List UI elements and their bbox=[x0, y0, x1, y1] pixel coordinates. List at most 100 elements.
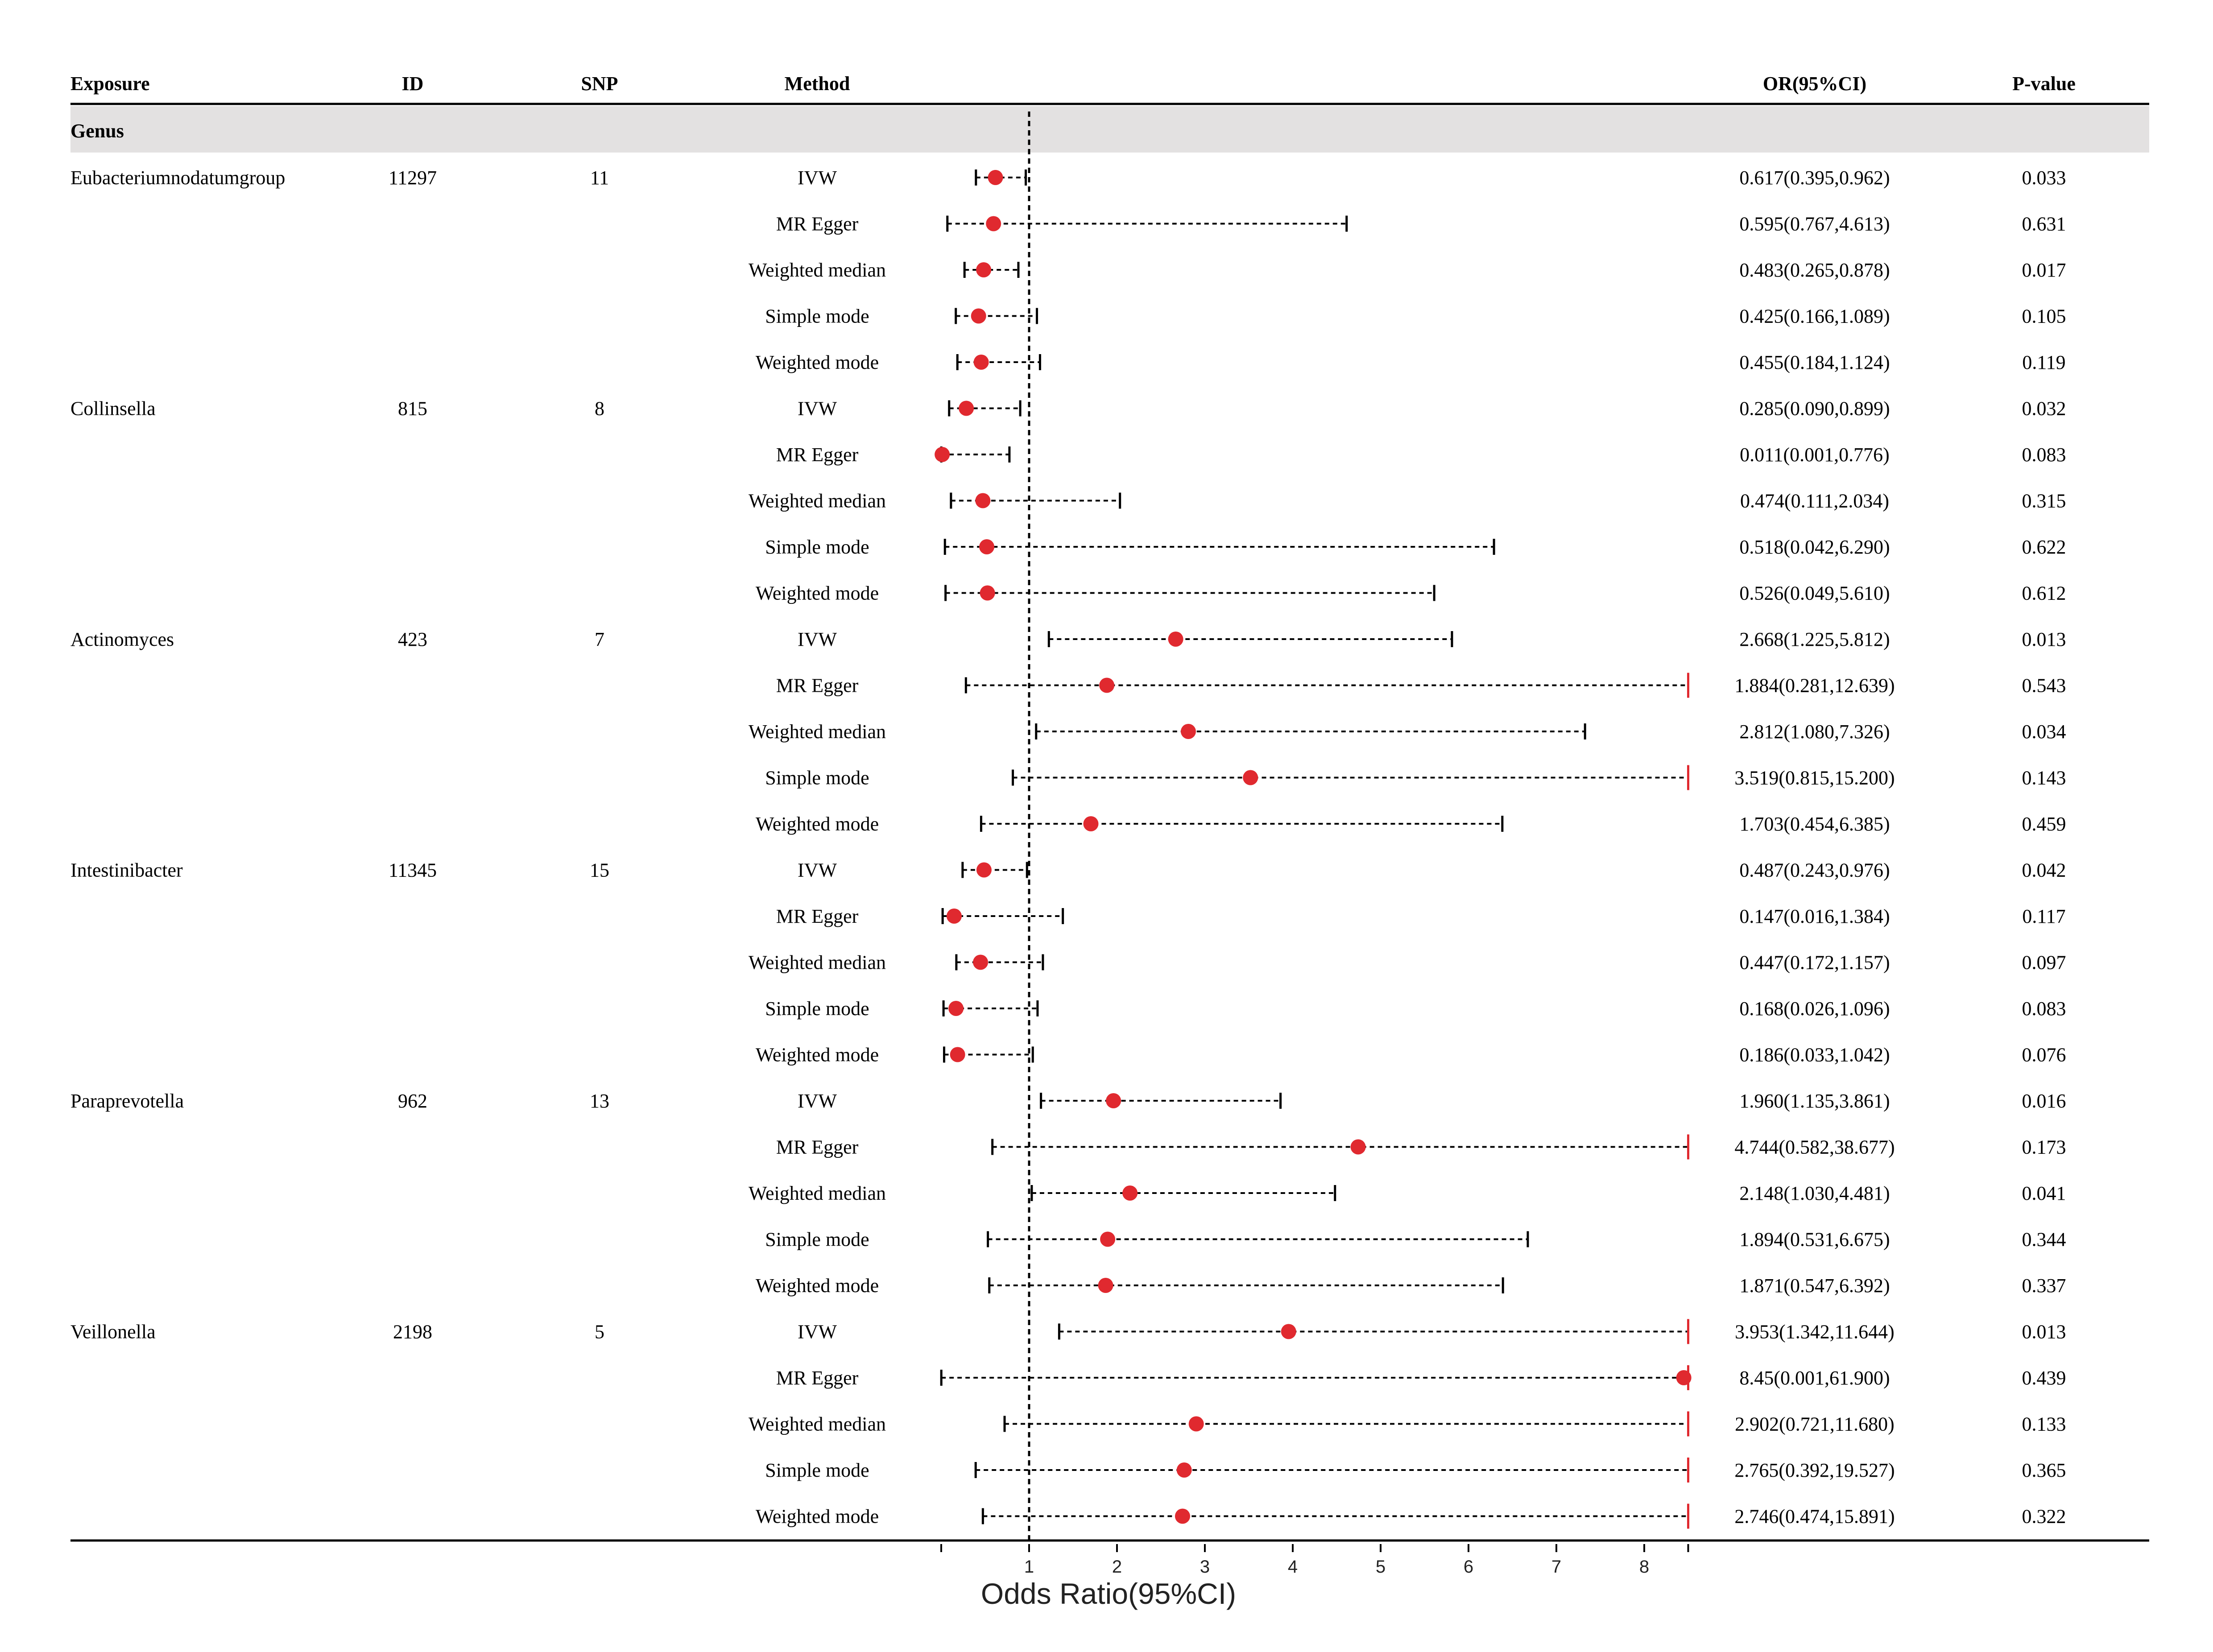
method-label: Weighted median bbox=[749, 952, 886, 974]
p-value: 0.097 bbox=[2022, 952, 2066, 974]
p-value: 0.076 bbox=[2022, 1044, 2066, 1066]
or-ci-value: 2.746(0.474,15.891) bbox=[1734, 1506, 1894, 1528]
p-value: 0.143 bbox=[2022, 767, 2066, 789]
snp-value: 7 bbox=[595, 628, 604, 650]
or-point bbox=[1122, 1185, 1138, 1201]
or-ci-value: 1.894(0.531,6.675) bbox=[1739, 1229, 1890, 1251]
snp-value: 13 bbox=[590, 1090, 609, 1112]
rows-layer: Eubacteriumnodatumgroup 11297 11 IVW 0.617(0… bbox=[70, 112, 2066, 1540]
x-axis-label: Odds Ratio(95%CI) bbox=[981, 1577, 1236, 1610]
method-label: Simple mode bbox=[765, 1459, 869, 1481]
snp-value: 15 bbox=[590, 859, 609, 881]
or-ci-value: 0.447(0.172,1.157) bbox=[1739, 952, 1890, 974]
or-point bbox=[975, 493, 991, 508]
or-point bbox=[948, 1001, 964, 1016]
axis-tick-label: 5 bbox=[1376, 1557, 1386, 1577]
or-point bbox=[1106, 1093, 1121, 1108]
p-value: 0.622 bbox=[2022, 536, 2066, 558]
or-point bbox=[973, 954, 989, 970]
method-label: Weighted median bbox=[749, 490, 886, 512]
p-value: 0.459 bbox=[2022, 813, 2066, 835]
col-header-id: ID bbox=[402, 73, 424, 95]
p-value: 0.631 bbox=[2022, 213, 2066, 235]
exposure-label: Eubacteriumnodatumgroup bbox=[70, 167, 285, 189]
p-value: 0.337 bbox=[2022, 1275, 2066, 1297]
or-ci-value: 0.487(0.243,0.976) bbox=[1739, 859, 1890, 881]
or-ci-value: 1.871(0.547,6.392) bbox=[1739, 1275, 1890, 1297]
method-label: Weighted mode bbox=[756, 351, 879, 373]
p-value: 0.013 bbox=[2022, 1321, 2066, 1343]
or-ci-value: 2.765(0.392,19.527) bbox=[1734, 1459, 1894, 1481]
exposure-label: Collinsella bbox=[70, 398, 156, 420]
p-value: 0.612 bbox=[2022, 582, 2066, 604]
method-label: IVW bbox=[798, 398, 837, 420]
axis-tick-label: 4 bbox=[1288, 1557, 1298, 1577]
method-label: Weighted median bbox=[749, 1413, 886, 1435]
method-label: Weighted median bbox=[749, 259, 886, 281]
method-label: Simple mode bbox=[765, 998, 869, 1020]
p-value: 0.439 bbox=[2022, 1367, 2066, 1389]
or-ci-value: 0.285(0.090,0.899) bbox=[1739, 398, 1890, 420]
or-point bbox=[1243, 770, 1258, 785]
p-value: 0.105 bbox=[2022, 306, 2066, 327]
p-value: 0.119 bbox=[2022, 351, 2065, 373]
or-point bbox=[980, 585, 995, 601]
or-point bbox=[946, 909, 962, 924]
or-ci-value: 4.744(0.582,38.677) bbox=[1734, 1136, 1894, 1158]
or-point bbox=[1175, 1508, 1190, 1524]
or-ci-value: 1.960(1.135,3.861) bbox=[1739, 1090, 1890, 1112]
or-ci-value: 2.668(1.225,5.812) bbox=[1739, 628, 1890, 650]
or-ci-value: 3.519(0.815,15.200) bbox=[1734, 767, 1894, 789]
method-label: MR Egger bbox=[776, 444, 859, 466]
col-header-or: OR(95%CI) bbox=[1763, 73, 1866, 95]
group-label: Genus bbox=[70, 120, 124, 142]
p-value: 0.133 bbox=[2022, 1413, 2066, 1435]
p-value: 0.173 bbox=[2022, 1136, 2066, 1158]
or-point bbox=[976, 862, 992, 878]
id-value: 423 bbox=[398, 628, 427, 650]
exposure-label: Intestinibacter bbox=[70, 859, 183, 881]
axis-tick-label: 6 bbox=[1464, 1557, 1473, 1577]
method-label: Simple mode bbox=[765, 1229, 869, 1251]
or-point bbox=[1350, 1139, 1366, 1155]
method-label: Simple mode bbox=[765, 767, 869, 789]
or-ci-value: 0.011(0.001,0.776) bbox=[1740, 444, 1890, 466]
axis-tick-label: 3 bbox=[1200, 1557, 1210, 1577]
or-point bbox=[988, 170, 1003, 185]
p-value: 0.083 bbox=[2022, 998, 2066, 1020]
or-ci-value: 8.45(0.001,61.900) bbox=[1739, 1367, 1890, 1389]
method-label: MR Egger bbox=[776, 1367, 859, 1389]
method-label: IVW bbox=[798, 628, 837, 650]
col-header-pvalue: P-value bbox=[2012, 73, 2076, 95]
p-value: 0.017 bbox=[2022, 259, 2066, 281]
or-point bbox=[1168, 632, 1183, 647]
or-point bbox=[1176, 1462, 1192, 1478]
method-label: Weighted median bbox=[749, 721, 886, 743]
snp-value: 5 bbox=[595, 1321, 604, 1343]
or-point bbox=[1099, 677, 1115, 693]
or-ci-value: 2.812(1.080,7.326) bbox=[1739, 721, 1890, 743]
exposure-label: Actinomyces bbox=[70, 628, 174, 650]
or-ci-value: 2.148(1.030,4.481) bbox=[1739, 1182, 1890, 1204]
method-label: Weighted mode bbox=[756, 1506, 879, 1528]
or-ci-value: 0.595(0.767,4.613) bbox=[1739, 213, 1890, 235]
method-label: IVW bbox=[798, 859, 837, 881]
or-point bbox=[1281, 1324, 1296, 1339]
or-ci-value: 0.168(0.026,1.096) bbox=[1739, 998, 1890, 1020]
or-ci-value: 0.518(0.042,6.290) bbox=[1739, 536, 1890, 558]
method-label: IVW bbox=[798, 1321, 837, 1343]
id-value: 815 bbox=[398, 398, 427, 420]
exposure-label: Veillonella bbox=[70, 1321, 156, 1343]
p-value: 0.013 bbox=[2022, 628, 2066, 650]
exposure-label: Paraprevotella bbox=[70, 1090, 184, 1112]
or-ci-value: 0.526(0.049,5.610) bbox=[1739, 582, 1890, 604]
or-point bbox=[959, 401, 974, 416]
id-value: 962 bbox=[398, 1090, 427, 1112]
snp-value: 11 bbox=[590, 167, 609, 189]
or-ci-value: 3.953(1.342,11.644) bbox=[1735, 1321, 1894, 1343]
or-ci-value: 1.884(0.281,12.639) bbox=[1734, 675, 1894, 697]
method-label: Simple mode bbox=[765, 536, 869, 558]
p-value: 0.032 bbox=[2022, 398, 2066, 420]
method-label: Simple mode bbox=[765, 306, 869, 327]
